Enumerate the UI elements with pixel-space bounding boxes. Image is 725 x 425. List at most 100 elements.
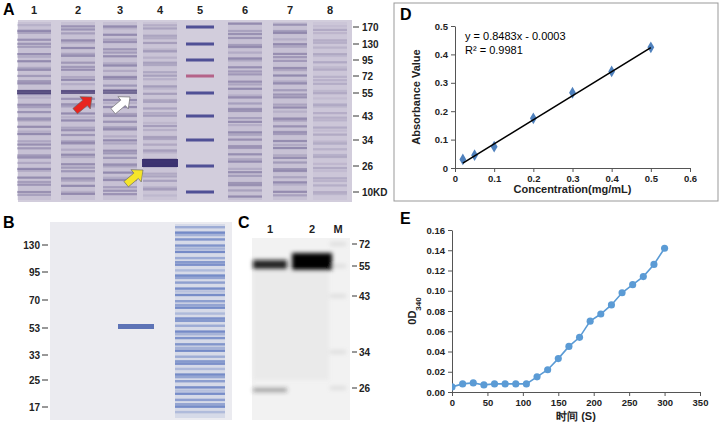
gel-lane [143, 22, 177, 200]
gel-band [228, 81, 262, 83]
gel-band [273, 69, 307, 71]
gel-band [143, 151, 177, 153]
gel-band [17, 56, 51, 58]
gel-band [61, 116, 95, 118]
marker-label: 130 [23, 240, 40, 251]
gel-band [175, 337, 225, 339]
gel-band [228, 153, 262, 155]
gel-band [175, 403, 225, 405]
tick-label: 200 [586, 397, 602, 408]
ladder-band [186, 165, 214, 168]
gel-band [61, 127, 95, 129]
gel-band [103, 62, 137, 64]
tick: 0.02 [427, 366, 453, 377]
tick-label: 50 [483, 397, 494, 408]
tick-label: 0 [453, 173, 458, 184]
gel-band [17, 168, 51, 170]
gel-band [273, 24, 307, 26]
data-point [533, 373, 540, 380]
marker-label: 26 [359, 383, 371, 394]
tick: 0.3 [566, 168, 579, 184]
gel-band [313, 69, 347, 71]
axis: 0.000.020.040.060.080.100.120.140.16 [427, 225, 453, 398]
gel-band [273, 140, 307, 142]
tick: 0.08 [427, 306, 453, 317]
gel-band [61, 163, 95, 165]
marker-tick [353, 93, 359, 94]
gel-lane [17, 22, 51, 200]
gel-background [18, 20, 352, 202]
marker-tick [352, 296, 357, 297]
gel-band [313, 79, 347, 81]
gel-band [273, 94, 307, 96]
gel-band [103, 152, 137, 154]
gel-band [17, 140, 51, 142]
annotation: y = 0.8483x - 0.0003 [465, 30, 566, 42]
gel-band [61, 179, 95, 181]
axis-line [452, 231, 453, 393]
data-point [523, 380, 530, 387]
gel-band [273, 117, 307, 119]
gel-band [17, 24, 51, 26]
gel-band [143, 93, 177, 95]
gel-band [273, 56, 307, 58]
tick-label: 150 [551, 397, 567, 408]
arrow [108, 91, 135, 117]
gel-band [175, 251, 225, 253]
gel-band [175, 330, 225, 332]
gel-band [17, 60, 51, 62]
lane-label: 7 [287, 4, 293, 16]
gel-band [273, 74, 307, 76]
data-point [512, 380, 519, 387]
gel-band [143, 122, 177, 124]
gel-band [175, 231, 225, 233]
gel-band [103, 39, 137, 41]
gel-band [175, 274, 225, 276]
gel-band [313, 154, 347, 156]
tick-label: 0.08 [427, 306, 446, 317]
gel-band [313, 180, 347, 182]
ladder-band [330, 295, 346, 297]
gel-band [228, 66, 262, 68]
gel-band [313, 39, 347, 41]
marker-tick [353, 44, 359, 45]
marker-label: 72 [362, 71, 374, 82]
tick-mark [452, 392, 453, 396]
gel-band [17, 96, 51, 98]
marker-label: 130 [362, 39, 379, 50]
tick-mark [594, 392, 595, 396]
gel-band [143, 194, 177, 196]
gel-band [228, 195, 262, 197]
tick-label: 0.5 [435, 21, 449, 32]
gel-band [103, 115, 137, 117]
marker-tick [352, 244, 357, 245]
blot-band [253, 388, 287, 392]
gel-band [313, 117, 347, 119]
panel-letter: A [3, 1, 15, 18]
tick: 0.04 [427, 346, 453, 357]
data-point [618, 289, 625, 296]
gel-band [61, 129, 95, 131]
marker-tick [42, 272, 48, 273]
tick-mark [448, 331, 452, 332]
marker-tick [353, 76, 359, 77]
y-axis-title: Absorbance Value [410, 49, 422, 144]
gel-band [228, 110, 262, 112]
gel-band [17, 32, 51, 34]
gel-band [175, 333, 225, 335]
gel-band [103, 84, 137, 86]
gel-band [142, 159, 178, 167]
gel-band [61, 62, 95, 64]
axis: 00.10.20.30.40.5 [435, 21, 456, 174]
tick-label: 0.1 [488, 173, 502, 184]
gel-band [175, 343, 225, 345]
tick: 0.6 [684, 168, 697, 184]
marker-label: 34 [359, 347, 371, 358]
tick-label: 100 [515, 397, 531, 408]
tick: 0.4 [606, 168, 620, 184]
data-point [597, 310, 604, 317]
gel-band [143, 35, 177, 37]
gel-band [103, 135, 137, 137]
gel-band [103, 150, 137, 152]
panel-letter: C [238, 214, 250, 231]
